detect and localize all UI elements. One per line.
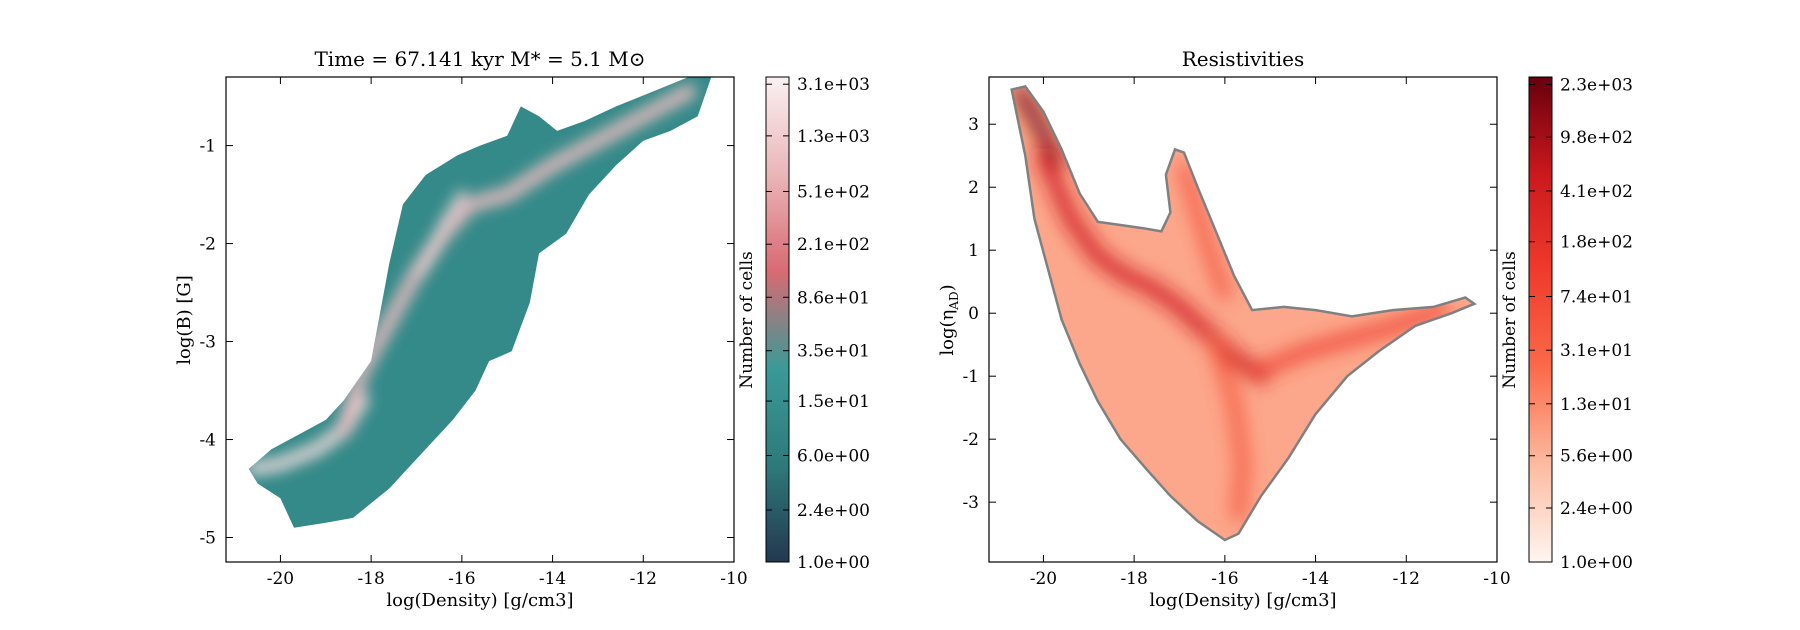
colorbar-left-label: Number of cells — [737, 251, 757, 389]
chart-left-x-ticks: -20 -18 -16 -14 -12 -10 — [267, 77, 748, 589]
colorbar-tick-label: 3.5e+01 — [797, 342, 870, 362]
chart-right-y-label: log(ηAD) — [937, 284, 961, 355]
chart-left-x-label: log(Density) [g/cm3] — [386, 590, 573, 611]
colorbar-tick-label: 9.8e+02 — [1560, 128, 1633, 148]
x-tick-label: -10 — [1483, 569, 1510, 589]
x-tick-label: -16 — [1211, 569, 1238, 589]
colorbar-tick-label: 2.4e+00 — [797, 501, 870, 521]
x-tick-label: -12 — [630, 569, 657, 589]
colorbar-tick-label: 3.1e+03 — [797, 75, 870, 95]
y-tick-label: -3 — [962, 493, 979, 513]
colorbar-right — [1528, 76, 1553, 563]
x-tick-label: -14 — [539, 569, 566, 589]
chart-right-x-ticks: -20 -18 -16 -14 -12 -10 — [1030, 77, 1511, 589]
colorbar-tick-label: 1.0e+00 — [1560, 553, 1633, 573]
density-region — [1011, 86, 1475, 541]
colorbar-tick-label: 5.6e+00 — [1560, 447, 1633, 467]
colorbar-tick-label: 1.3e+01 — [1560, 395, 1633, 415]
colorbar-left-ticks: 1.0e+00 2.4e+00 6.0e+00 1.5e+01 3.5e+01 8.6e+… — [766, 75, 870, 573]
density-region — [248, 77, 712, 528]
x-tick-label: -10 — [720, 569, 747, 589]
x-tick-label: -20 — [1030, 569, 1057, 589]
chart-left-plot-area — [248, 77, 712, 528]
density-ridge-2 — [1254, 303, 1450, 377]
y-tick-label: -2 — [962, 430, 979, 450]
x-tick-label: -18 — [357, 569, 384, 589]
chart-right-frame — [988, 76, 1498, 563]
x-tick-label: -16 — [448, 569, 475, 589]
density-ridge-4 — [1209, 337, 1250, 522]
colorbar-tick-label: 1.8e+02 — [1560, 233, 1633, 253]
chart-right-x-label: log(Density) [g/cm3] — [1149, 590, 1336, 611]
colorbar-tick-label: 4.1e+02 — [1560, 182, 1633, 202]
y-tick-label: -1 — [962, 367, 979, 387]
x-tick-label: -14 — [1302, 569, 1329, 589]
y-tick-label: -4 — [199, 431, 216, 451]
chart-right-y-label-main: log(η — [937, 310, 958, 356]
chart-right: Resistivities -20 -18 -16 -14 -12 -10 -3-2-10… — [937, 47, 1633, 611]
colorbar-tick-label: 2.1e+02 — [797, 235, 870, 255]
y-tick-label: 3 — [968, 115, 979, 135]
y-tick-label: 0 — [968, 304, 979, 324]
density-ridge-0 — [1014, 86, 1064, 169]
colorbar-tick-label: 1.0e+00 — [797, 553, 870, 573]
chart-left: Time = 67.141 kyr M* = 5.1 M⊙ -20 -18 -16-… — [174, 47, 870, 611]
colorbar-tick-label: 2.3e+03 — [1560, 76, 1633, 96]
x-tick-label: -12 — [1393, 569, 1420, 589]
x-tick-label: -18 — [1120, 569, 1147, 589]
colorbar-tick-label: 6.0e+00 — [797, 447, 870, 467]
y-tick-label: -2 — [199, 235, 216, 255]
density-ridge-1 — [1035, 147, 1270, 385]
x-tick-label: -20 — [267, 569, 294, 589]
y-tick-label: -1 — [199, 137, 216, 157]
colorbar-tick-label: 1.3e+03 — [797, 127, 870, 147]
density-ridge-1 — [335, 83, 697, 438]
chart-right-y-label-sub: AD — [947, 291, 961, 310]
density-ridges — [248, 83, 697, 477]
colorbar-tick-label: 2.4e+00 — [1560, 499, 1633, 519]
colorbar-tick-label: 8.6e+01 — [797, 288, 870, 308]
chart-left-frame — [225, 76, 735, 563]
colorbar-right-label: Number of cells — [1500, 251, 1520, 389]
y-tick-label: -3 — [199, 333, 216, 353]
colorbar-tick-label: 5.1e+02 — [797, 182, 870, 202]
y-tick-label: 1 — [968, 241, 979, 261]
chart-right-plot-area — [1010, 84, 1477, 542]
colorbar-tick-label: 3.1e+01 — [1560, 341, 1633, 361]
density-ridge-2 — [416, 190, 467, 278]
chart-right-y-ticks: -3 -2 -1 0 1 2 3 — [962, 115, 1497, 513]
colorbar-tick-label: 1.5e+01 — [797, 392, 870, 412]
density-ridges — [1014, 86, 1450, 522]
chart-right-title: Resistivities — [1182, 47, 1304, 71]
colorbar-tick-label: 7.4e+01 — [1560, 288, 1633, 308]
colorbar-right-ticks: 1.0e+00 2.4e+00 5.6e+00 1.3e+01 3.1e+01 7.4e+… — [1529, 76, 1633, 573]
chart-left-title: Time = 67.141 kyr M* = 5.1 M⊙ — [314, 47, 645, 71]
colorbar-left — [765, 76, 790, 563]
chart-left-y-ticks: -5 -4 -3 -2 -1 — [199, 137, 734, 549]
chart-left-y-label: log(B) [G] — [174, 275, 195, 365]
y-tick-label: -5 — [199, 529, 216, 549]
region-contour — [1010, 84, 1477, 542]
y-tick-label: 2 — [968, 178, 979, 198]
density-ridge-3 — [1178, 162, 1231, 300]
chart-right-y-label-end: ) — [937, 284, 958, 291]
